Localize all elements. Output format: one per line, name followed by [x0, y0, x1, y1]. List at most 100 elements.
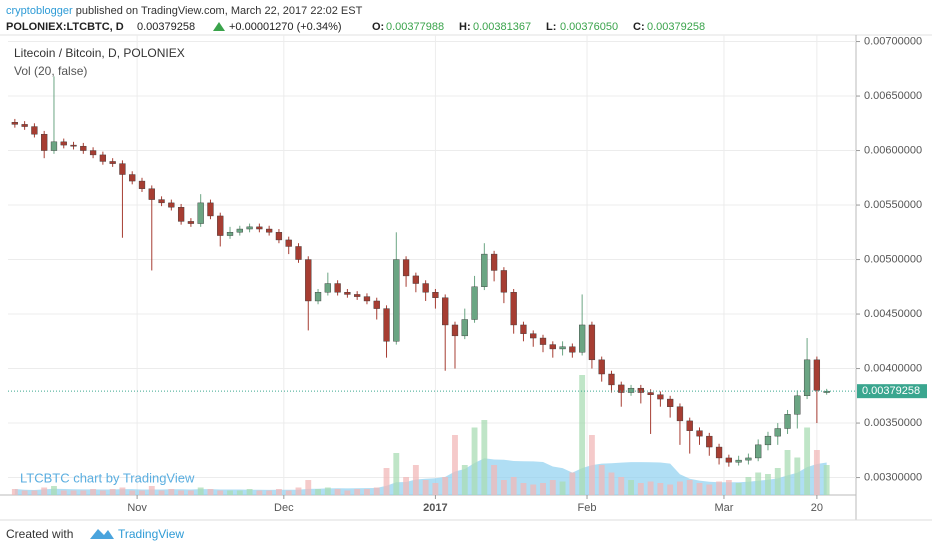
candle-body	[725, 457, 732, 463]
y-tick-label: 0.00600000	[864, 144, 922, 156]
candle-body	[285, 239, 292, 247]
y-tick-label: 0.00350000	[864, 417, 922, 429]
candle-body	[314, 292, 322, 302]
volume-bar	[686, 480, 693, 495]
x-tick-label: 20	[811, 502, 823, 514]
author[interactable]: cryptoblogger	[6, 5, 73, 17]
volume-bar	[197, 487, 204, 495]
volume-bar	[178, 490, 185, 495]
footer-created: Created with	[6, 527, 73, 541]
candle-body	[813, 359, 821, 391]
candle-body	[784, 414, 791, 429]
volume-bar	[334, 489, 341, 495]
candle-body	[510, 292, 517, 326]
y-tick-label: 0.00550000	[864, 199, 922, 211]
candle-body	[354, 294, 361, 297]
volume-bar	[393, 453, 400, 495]
volume-bar	[364, 489, 370, 495]
volume-legend: Vol (20, false)	[14, 64, 87, 78]
candle-body	[197, 202, 204, 224]
volume-bar	[579, 375, 586, 495]
candle-body	[539, 337, 547, 345]
volume-bar	[677, 481, 683, 495]
candle-body	[696, 430, 703, 437]
candle-body	[295, 246, 302, 260]
candle-body	[490, 253, 498, 271]
volume-bar	[765, 474, 771, 495]
candle-body	[275, 232, 283, 241]
candle-body	[236, 228, 243, 233]
volume-bar	[403, 477, 410, 495]
volume-bar	[51, 486, 57, 495]
volume-bar	[452, 435, 458, 495]
x-tick-label: Feb	[578, 502, 597, 514]
candle-body	[177, 207, 185, 222]
candle-body	[11, 122, 18, 125]
symbol: POLONIEX:LTCBTC, D	[6, 21, 124, 33]
candle-body	[530, 333, 537, 339]
volume-bar	[520, 483, 527, 495]
candle-body	[217, 215, 224, 236]
candle-body	[686, 420, 693, 431]
candle-body	[588, 324, 596, 361]
candle-body	[667, 398, 674, 407]
volume-bar	[588, 435, 595, 495]
candle-body	[21, 124, 28, 127]
volume-bar	[99, 490, 106, 495]
volume-bar	[324, 487, 331, 495]
volume-bar	[246, 489, 253, 495]
candle-body	[735, 459, 742, 463]
last-price-label: 0.00379258	[862, 385, 920, 397]
volume-bar	[139, 490, 145, 495]
candle-body	[80, 145, 87, 151]
footer-brand[interactable]: TradingView	[118, 527, 184, 541]
volume-bar	[618, 477, 625, 495]
candle-body	[89, 150, 97, 156]
candle-body	[138, 180, 146, 189]
candle-body	[637, 387, 644, 393]
candle-body	[99, 154, 107, 162]
candle-body	[246, 226, 253, 230]
y-tick-label: 0.00450000	[864, 308, 922, 320]
candle-body	[647, 392, 654, 395]
volume-bar	[207, 489, 214, 495]
candle-body	[755, 444, 762, 459]
candle-body	[50, 141, 58, 151]
header-line: cryptoblogger published on TradingView.c…	[6, 5, 363, 17]
volume-bar	[481, 420, 488, 495]
volume-bar	[11, 489, 18, 495]
candle-body	[500, 270, 508, 293]
volume-bar	[510, 477, 517, 495]
volume-bar	[559, 481, 566, 495]
volume-bar	[608, 472, 615, 495]
candle-body	[794, 395, 801, 415]
candle-body	[119, 163, 126, 175]
change: +0.00001270 (+0.34%)	[229, 21, 342, 33]
candle-body	[324, 283, 331, 293]
volume-bar	[227, 490, 233, 495]
candle-body	[207, 202, 214, 217]
candle-body	[608, 373, 615, 386]
volume-bar	[804, 427, 811, 495]
candle-body	[461, 319, 468, 337]
volume-bar	[236, 490, 243, 495]
candle-body	[383, 308, 390, 342]
volume-bar	[31, 490, 38, 495]
candle-body	[129, 174, 136, 182]
candle-body	[676, 406, 684, 422]
candle-body	[393, 259, 400, 342]
ohlc-label: L:	[546, 21, 556, 33]
candle-body	[60, 141, 67, 146]
candle-body	[803, 359, 811, 397]
volume-bar	[637, 483, 644, 495]
volume-bar	[725, 480, 732, 495]
volume-bar	[266, 490, 273, 495]
x-tick-label: Dec	[274, 502, 294, 514]
ohlc-value: 0.00376050	[560, 21, 618, 33]
volume-bar	[706, 484, 713, 495]
candle-body	[41, 133, 48, 151]
volume-bar	[500, 480, 507, 495]
volume-bar	[60, 490, 67, 495]
volume-bar	[305, 480, 312, 495]
volume-bar	[217, 490, 224, 495]
